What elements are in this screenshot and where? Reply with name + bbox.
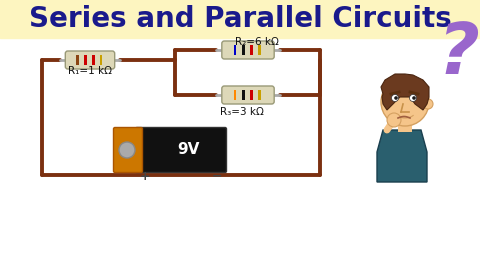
Bar — [250, 90, 253, 100]
Bar — [242, 90, 245, 100]
Bar — [92, 55, 95, 65]
Bar — [136, 145, 141, 155]
Bar — [242, 90, 245, 100]
Bar — [258, 45, 261, 55]
Circle shape — [412, 96, 416, 100]
Circle shape — [409, 94, 417, 102]
Bar — [100, 55, 102, 65]
Bar — [76, 55, 79, 65]
Text: R₃=3 kΩ: R₃=3 kΩ — [220, 107, 264, 117]
FancyBboxPatch shape — [222, 86, 274, 104]
Bar — [242, 45, 245, 55]
Polygon shape — [381, 74, 429, 110]
Bar — [250, 45, 253, 55]
Circle shape — [387, 113, 401, 127]
Text: +: + — [140, 170, 150, 183]
Bar — [234, 90, 236, 100]
Bar — [234, 90, 236, 100]
Circle shape — [119, 142, 135, 158]
Bar — [234, 45, 236, 55]
Bar — [0, 0, 480, 38]
Bar — [234, 45, 236, 55]
Text: −: − — [212, 170, 222, 183]
Text: 9V: 9V — [177, 143, 199, 157]
Bar — [250, 45, 253, 55]
FancyBboxPatch shape — [113, 127, 143, 173]
FancyBboxPatch shape — [222, 41, 274, 59]
Bar — [84, 55, 87, 65]
Text: R₂=6 kΩ: R₂=6 kΩ — [235, 37, 279, 47]
Bar — [250, 90, 253, 100]
Bar — [242, 45, 245, 55]
Text: ?: ? — [437, 21, 479, 89]
Bar — [258, 90, 261, 100]
Circle shape — [423, 99, 433, 109]
Bar — [258, 45, 261, 55]
Bar — [398, 122, 412, 132]
Polygon shape — [377, 130, 427, 182]
Bar — [258, 90, 261, 100]
Circle shape — [394, 96, 398, 100]
FancyBboxPatch shape — [135, 127, 227, 173]
Circle shape — [381, 78, 429, 126]
Circle shape — [392, 94, 398, 102]
Text: R₁=1 kΩ: R₁=1 kΩ — [68, 66, 112, 76]
FancyBboxPatch shape — [65, 51, 115, 69]
Text: Series and Parallel Circuits: Series and Parallel Circuits — [29, 5, 451, 33]
